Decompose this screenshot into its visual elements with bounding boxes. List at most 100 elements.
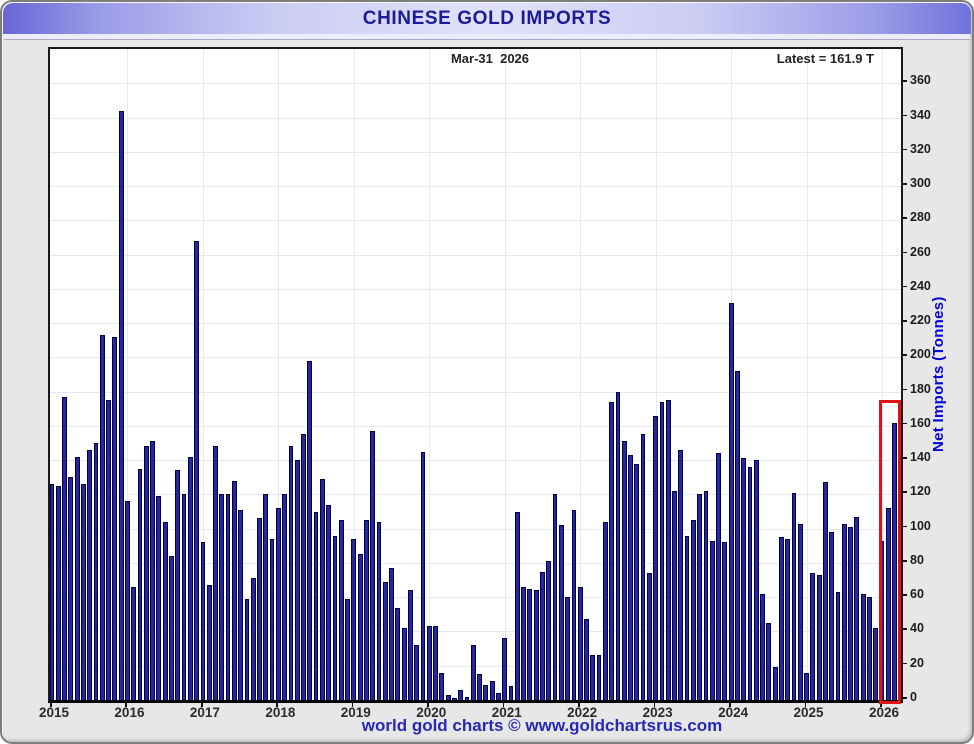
bar-month [615, 391, 621, 700]
bar-month [483, 684, 489, 700]
bar-month [552, 494, 558, 700]
bar-month [93, 443, 99, 700]
bar-month [175, 470, 181, 700]
bar-month [860, 593, 866, 700]
x-axis-tick [880, 701, 882, 707]
gridline-vertical [202, 49, 204, 700]
bar-month [571, 509, 577, 700]
bar-month [150, 441, 155, 700]
bar-month [332, 535, 338, 700]
bar-month [452, 698, 457, 700]
bar-month [294, 460, 300, 700]
bar-month [169, 556, 174, 700]
bar-month [382, 581, 388, 700]
bar-month [156, 496, 162, 700]
bar-month [722, 542, 728, 700]
bar-month [137, 468, 143, 700]
x-axis-year-label: 2015 [38, 705, 70, 720]
gridline-horizontal [50, 254, 901, 256]
y-axis-tick [901, 662, 907, 665]
bar-month [854, 516, 860, 700]
bar-month [577, 586, 583, 700]
bar-month [848, 526, 853, 700]
bar-month [49, 484, 55, 700]
y-axis-tick-label: 200 [910, 347, 931, 362]
x-axis-year-label: 2025 [793, 705, 824, 720]
bar-month [596, 655, 602, 700]
titlebar-shadow-line [4, 39, 970, 40]
gridline-horizontal [50, 494, 901, 496]
y-axis-tick-label: 260 [910, 244, 931, 259]
bar-month [804, 672, 809, 700]
gridline-horizontal [50, 357, 901, 359]
bar-month [445, 694, 451, 700]
y-axis-tick [901, 251, 907, 254]
bar-month [370, 431, 376, 700]
x-axis-year-label: 2018 [265, 705, 296, 720]
bar-month [200, 542, 206, 700]
bar-month [546, 561, 552, 700]
bar-month [74, 456, 80, 700]
gridline-vertical [429, 49, 431, 700]
bar-month [477, 674, 482, 700]
bar-month [508, 686, 514, 700]
y-axis-tick-label: 20 [910, 655, 924, 670]
y-axis-tick-label: 80 [910, 552, 924, 567]
x-axis-year-label: 2023 [642, 705, 673, 720]
gridline-horizontal [50, 83, 901, 85]
bar-month [433, 626, 438, 700]
bar-month [772, 667, 778, 700]
x-axis-year-label: 2020 [416, 705, 447, 720]
x-axis-tick [125, 701, 128, 707]
y-axis-tick [901, 457, 907, 459]
gridline-horizontal [50, 220, 901, 222]
latest-value-annotation: Latest = 161.9 T [776, 51, 874, 66]
y-axis-tick [901, 114, 907, 117]
bar-month [684, 535, 690, 700]
latest-date-annotation: Mar-31 2026 [450, 51, 530, 66]
y-axis-tick [901, 388, 907, 391]
bar-month [672, 491, 677, 700]
bar-month [376, 521, 382, 700]
plot-area [48, 47, 903, 703]
x-axis-tick [804, 701, 807, 707]
gridline-vertical [353, 49, 355, 700]
bar-month [408, 590, 413, 700]
gridline-horizontal [50, 151, 901, 153]
y-axis-tick [901, 697, 907, 699]
bar-month [734, 371, 740, 700]
bar-month [345, 598, 350, 700]
bar-month [62, 396, 67, 700]
bar-month [231, 480, 237, 700]
bar-month [112, 336, 118, 700]
bar-month [439, 672, 445, 700]
y-axis-tick-label: 40 [910, 621, 924, 636]
bar-month [653, 415, 659, 700]
bar-month [326, 504, 332, 700]
bar-month [716, 453, 721, 700]
bar-month [540, 571, 545, 700]
bar-month [665, 400, 671, 700]
bar-month [55, 485, 61, 700]
page-title: CHINESE GOLD IMPORTS [362, 7, 612, 29]
x-axis-year-label: 2024 [718, 705, 749, 720]
bar-month [590, 655, 596, 700]
bar-month [514, 511, 520, 700]
y-axis-tick [901, 559, 907, 562]
y-axis-tick-label: 60 [910, 587, 924, 602]
y-axis-tick-label: 0 [910, 690, 917, 704]
bar-month [558, 525, 564, 700]
bar-month [250, 578, 256, 700]
bar-month [194, 240, 200, 700]
bar-month [741, 458, 747, 700]
x-axis-year-label: 2019 [340, 705, 371, 720]
bar-month [131, 586, 137, 700]
titlebar-highlight-strip [4, 34, 970, 39]
bar-month [791, 492, 797, 700]
y-axis-tick [901, 148, 907, 151]
bar-month [621, 441, 627, 700]
y-axis-tick [901, 217, 907, 219]
y-axis-tick-label: 160 [910, 415, 931, 430]
gridline-horizontal [50, 597, 901, 599]
